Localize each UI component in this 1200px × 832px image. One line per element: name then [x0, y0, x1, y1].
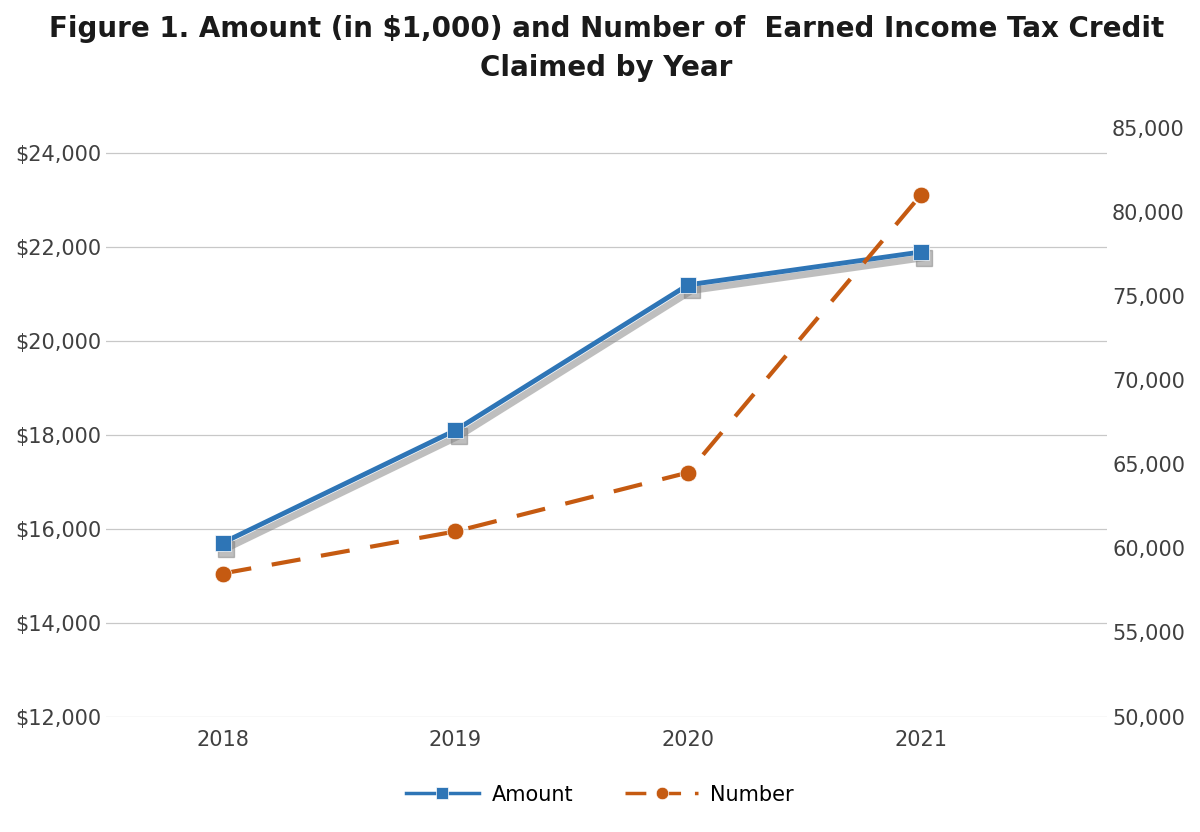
- Amount: [913, 247, 928, 257]
- Title: Figure 1. Amount (in $1,000) and Number of  Earned Income Tax Credit
Claimed by : Figure 1. Amount (in $1,000) and Number …: [49, 15, 1164, 82]
- Number: [913, 190, 928, 200]
- Amount: [680, 280, 695, 290]
- Number: [448, 527, 462, 537]
- Amount: [215, 538, 229, 548]
- Number: [680, 468, 695, 478]
- Number: [215, 568, 229, 578]
- Amount: [448, 425, 462, 435]
- Line: Number: Number: [214, 186, 929, 582]
- Legend: Amount, Number: Amount, Number: [397, 776, 803, 813]
- Line: Amount: Amount: [215, 245, 929, 551]
